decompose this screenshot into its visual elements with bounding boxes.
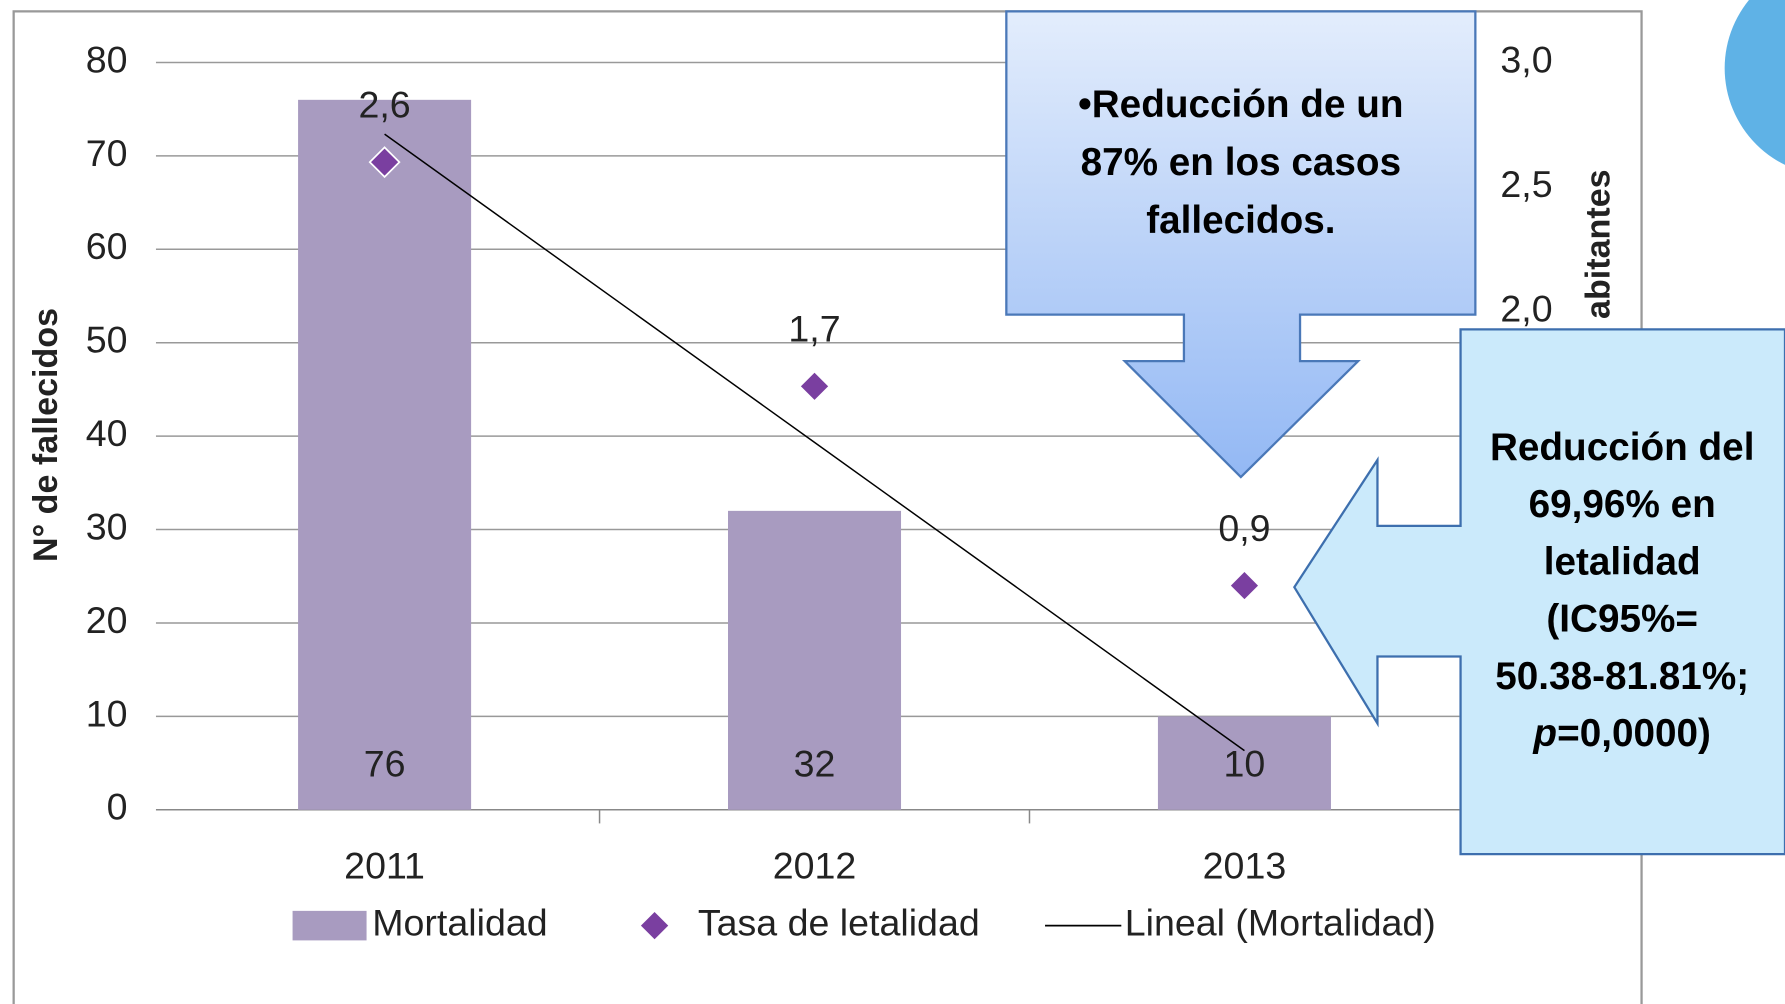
y-tick-label: 50	[86, 319, 128, 361]
annotation-line: 87% en los casos	[1081, 141, 1402, 184]
y-tick-label: 80	[86, 38, 128, 80]
bar	[728, 510, 902, 810]
annotation-line: p=0,0000)	[1532, 712, 1711, 755]
y-tick-label: 0	[107, 786, 128, 828]
annotation-line: •Reducción de un	[1078, 83, 1403, 126]
y2-tick-label: 2,0	[1500, 288, 1552, 330]
y-tick-label: 20	[86, 599, 128, 641]
x-tick-label: 2013	[1203, 845, 1287, 887]
bar-value-label: 10	[1224, 743, 1266, 785]
y-axis-title: N° de fallecidos	[27, 308, 65, 562]
legend-label: Lineal (Mortalidad)	[1125, 902, 1436, 944]
annotation-line: (IC95%=	[1546, 598, 1698, 641]
callout-left	[1293, 328, 1785, 856]
marker	[798, 370, 831, 403]
annotation-line: fallecidos.	[1146, 199, 1335, 242]
bar	[1157, 716, 1331, 810]
x-tick-label: 2012	[773, 845, 857, 887]
y-tick-label: 40	[86, 412, 128, 454]
callout-down	[1005, 10, 1477, 479]
annotation-text: =0,0000)	[1557, 712, 1711, 755]
y-tick-label: 30	[86, 505, 128, 547]
marker	[368, 146, 401, 179]
bar-value-label: 32	[794, 743, 836, 785]
trend-line	[384, 133, 1245, 752]
point-value-label: 2,6	[358, 84, 410, 126]
y-tick-label: 10	[86, 692, 128, 734]
bar-value-label: 76	[364, 743, 406, 785]
y2-axis-title: abitantes	[1580, 169, 1618, 319]
annotation-italic: p	[1532, 712, 1557, 755]
annotation-line: Reducción del	[1490, 426, 1755, 469]
bar	[298, 99, 472, 810]
legend-label: Tasa de letalidad	[698, 902, 980, 944]
annotation-line: letalidad	[1544, 540, 1701, 583]
y2-tick-label: 3,0	[1500, 38, 1552, 80]
legend-swatch	[292, 910, 367, 941]
legend-label: Mortalidad	[372, 902, 547, 944]
point-value-label: 0,9	[1218, 507, 1270, 549]
plot-area: 0 10 20 30 40 50 60 70 80 2,0 2,5 3,0 2011 2012 2013 76…	[86, 38, 1553, 943]
annotation-line: 69,96% en	[1529, 483, 1716, 526]
decoration	[1724, 0, 1785, 165]
y-tick-label: 60	[86, 225, 128, 267]
point-value-label: 1,7	[788, 308, 840, 350]
x-tick-label: 2011	[344, 845, 425, 887]
marker	[1228, 569, 1261, 602]
y2-tick-label: 2,5	[1500, 163, 1552, 205]
annotations: •Reducción de un 87% en los casos fallecid…	[1078, 83, 1754, 755]
annotation-line: 50.38-81.81%;	[1495, 655, 1749, 698]
y-tick-label: 70	[86, 132, 128, 174]
